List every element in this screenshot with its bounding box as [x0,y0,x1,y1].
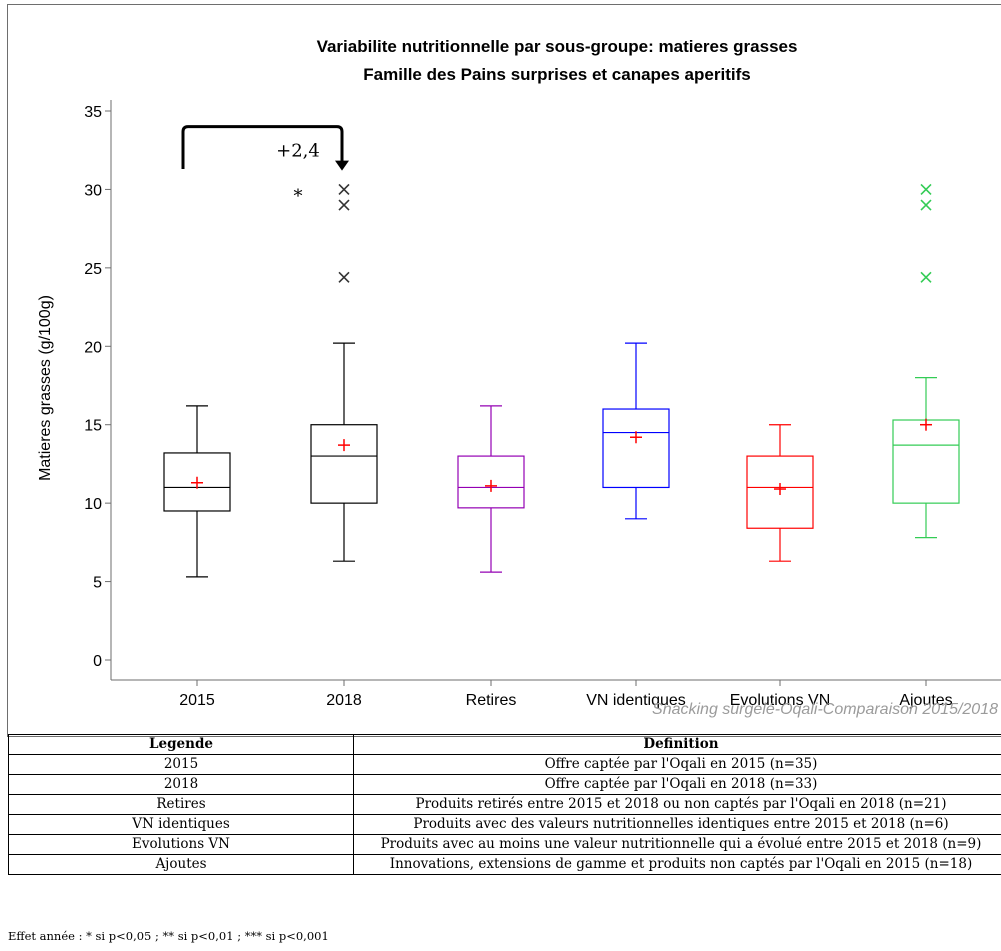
annotation-significance: * [294,186,303,207]
y-tick-label: 30 [84,182,102,199]
chart-title: Variabilite nutritionnelle par sous-grou… [317,37,798,56]
definition-cell: Produits retirés entre 2015 et 2018 ou n… [353,794,1001,815]
y-axis-label: Matieres grasses (g/100g) [37,295,54,481]
y-tick-label: 0 [93,653,102,670]
legend-header: Legende [8,734,354,755]
box-group-2015: 2015 [163,405,231,709]
iqr-box [746,455,814,529]
outlier-marker [338,271,350,283]
iqr-box [602,408,670,489]
x-tick-label: 2015 [179,692,215,709]
y-tick-label: 15 [84,418,102,435]
outlier-marker [920,271,932,283]
footnote: Effet année : * si p<0,05 ; ** si p<0,01… [8,929,329,943]
chart-frame: Variabilite nutritionnelle par sous-grou… [7,4,1001,737]
box-group-retires: Retires [457,405,525,709]
definition-cell: Offre captée par l'Oqali en 2015 (n=35) [353,754,1001,775]
box-plot-chart: Variabilite nutritionnelle par sous-grou… [37,37,1001,718]
y-tick-label: 25 [84,261,102,278]
chart-subtitle: Famille des Pains surprises et canapes a… [363,65,750,84]
iqr-box [163,452,231,512]
x-tick-label: Ajoutes [899,692,952,709]
plot-area: 0 5 10 15 20 25 30 35 2015 2018 Retires VN identiqu… [84,100,1001,709]
y-tick-label: 10 [84,496,102,513]
definition-cell: Offre captée par l'Oqali en 2018 (n=33) [353,774,1001,795]
y-tick-label: 5 [93,575,102,592]
iqr-box [457,455,525,509]
definition-header: Definition [353,734,1001,755]
table-row: Evolutions VN Produits avec au moins une … [8,834,1001,855]
bracket-line [181,125,344,170]
legend-cell: Retires [8,794,354,815]
box-group-vn-identiques: VN identiques [586,342,686,709]
table-row: Ajoutes Innovations, extensions de gamme … [8,854,1001,875]
table-row: 2018 Offre captée par l'Oqali en 2018 (n=… [8,774,1001,795]
outlier-marker [338,183,350,195]
outlier-marker [920,183,932,195]
legend-table-header-row: Legende Definition [8,734,1001,755]
y-tick-label: 20 [84,339,102,356]
box-group-2018: 2018 [310,183,378,709]
legend-cell: Evolutions VN [8,834,354,855]
source-note: Snacking surgelé-Oqali-Comparaison 2015/… [652,701,998,718]
legend-cell: VN identiques [8,814,354,835]
x-tick-label: 2018 [326,692,362,709]
legend-cell: 2018 [8,774,354,795]
arrow-head-icon [335,160,349,171]
table-row: Retires Produits retirés entre 2015 et 20… [8,794,1001,815]
iqr-box [892,419,960,504]
legend-cell: Ajoutes [8,854,354,875]
x-tick-label: VN identiques [586,692,686,709]
x-tick-label: Retires [466,692,517,709]
outlier-marker [338,199,350,211]
definition-cell: Produits avec au moins une valeur nutrit… [353,834,1001,855]
outlier-marker [920,199,932,211]
iqr-box [310,424,378,504]
table-row: VN identiques Produits avec des valeurs n… [8,814,1001,835]
annotation-delta: +2,4 [276,140,320,161]
legend-cell: 2015 [8,754,354,775]
box-group-ajoutes: Ajoutes [892,183,960,709]
table-row: 2015 Offre captée par l'Oqali en 2015 (n=… [8,754,1001,775]
legend-table: Legende Definition 2015 Offre captée par … [8,734,1001,875]
definition-cell: Produits avec des valeurs nutritionnelle… [353,814,1001,835]
box-group-evolutions-vn: Evolutions VN [730,424,831,709]
definition-cell: Innovations, extensions de gamme et prod… [353,854,1001,875]
significance-bracket: +2,4 * [181,125,349,207]
y-tick-label: 35 [84,104,102,121]
x-tick-label: Evolutions VN [730,692,831,709]
